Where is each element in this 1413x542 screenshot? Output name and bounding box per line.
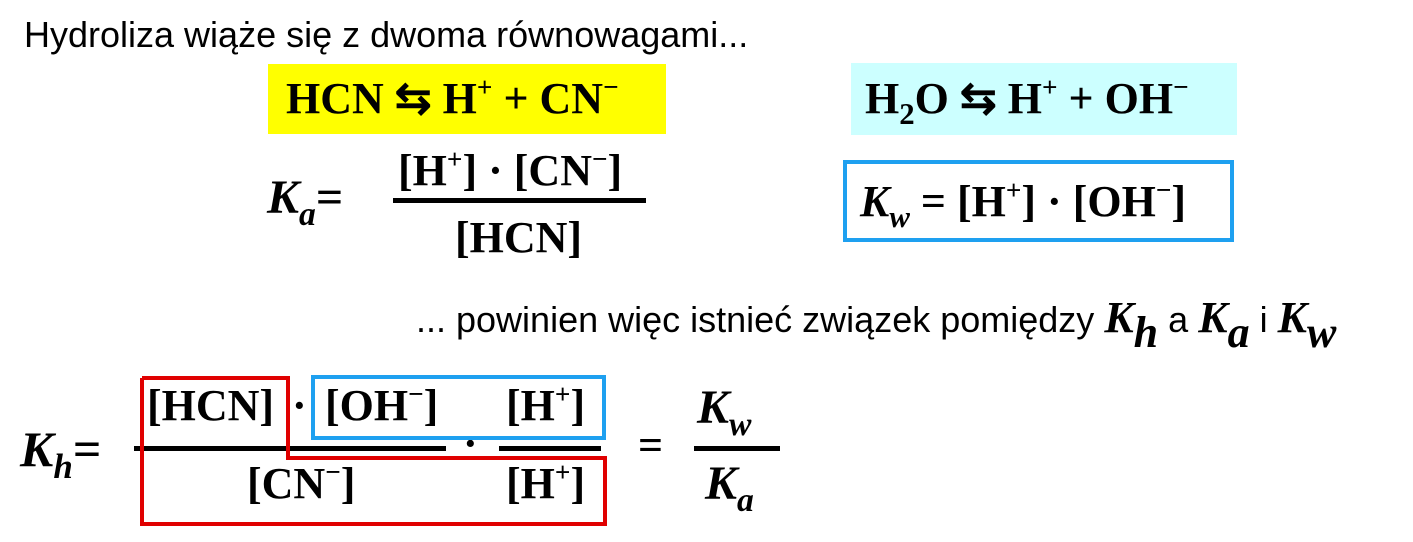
kh-denominator-h: [H+]	[506, 457, 586, 508]
kw-equation: Kw = [H+] · [OH−]	[860, 175, 1187, 234]
kh-numerator-h: [H+]	[506, 379, 586, 430]
equilibrium-hcn-highlight	[268, 64, 666, 134]
ka-denominator: [HCN]	[455, 213, 583, 262]
intro-text: Hydroliza wiąże się z dwoma równowagami.…	[24, 14, 749, 55]
ka-symbol: Ka=	[267, 171, 344, 233]
kh-result-numerator: Kw	[697, 381, 752, 443]
kh-denominator-cn: [CN−]	[247, 457, 356, 508]
kh-result-denominator: Ka	[705, 457, 754, 519]
kh-numerator-hcn: [HCN]	[147, 381, 275, 430]
equilibrium-water-highlight	[851, 63, 1237, 135]
ka-fraction-bar	[393, 198, 646, 203]
blue-water-frame	[311, 375, 606, 440]
kw-frame	[843, 160, 1234, 242]
red-cancel-frame	[140, 376, 607, 526]
kh-symbol: Kh=	[20, 421, 102, 487]
kh-fraction-bar-2	[499, 446, 601, 451]
equilibrium-hcn: HCN ⇆ H+ + CN−	[286, 72, 619, 123]
kh-multiply-dot: ·	[463, 419, 478, 468]
kh-numerator-oh: [OH−]	[325, 379, 439, 430]
kh-numerator-dot: ·	[292, 381, 307, 430]
ka-numerator: [H+] · [CN−]	[398, 144, 623, 195]
equilibrium-water: H2O ⇆ H+ + OH−	[865, 72, 1189, 131]
kh-result-equals: =	[638, 421, 664, 470]
kh-result-fraction-bar	[694, 446, 780, 451]
relation-sentence: ... powinien więc istnieć związek pomięd…	[416, 293, 1337, 358]
